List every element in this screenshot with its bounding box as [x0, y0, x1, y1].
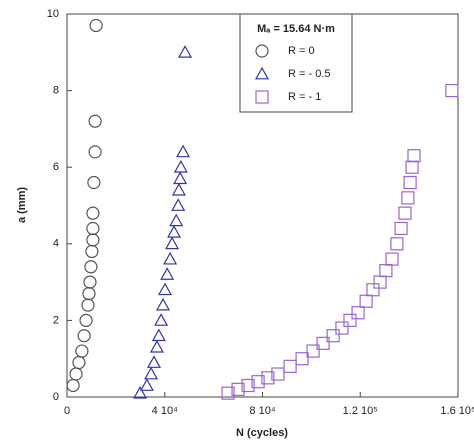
data-point [85, 244, 99, 259]
y-tick-label: 0 [53, 391, 59, 403]
data-point [169, 213, 184, 227]
x-tick-label: 8 10⁴ [249, 405, 275, 417]
data-point [82, 286, 96, 301]
data-point [154, 313, 169, 326]
legend-label: R = - 0.5 [288, 68, 331, 80]
legend-marker [255, 44, 269, 58]
data-point [81, 298, 95, 312]
data-point [173, 171, 188, 185]
data-point [394, 221, 408, 236]
data-point [390, 237, 404, 251]
data-point [343, 313, 357, 327]
data-point [295, 352, 309, 366]
data-point [139, 378, 154, 391]
data-point [88, 114, 102, 128]
data-point [69, 367, 83, 381]
x-tick-label: 1.2 10⁵ [343, 405, 378, 417]
data-point [165, 236, 180, 250]
data-point [241, 378, 255, 393]
data-point [149, 339, 164, 353]
y-tick-label: 8 [53, 85, 59, 97]
data-point [77, 329, 91, 343]
data-point [66, 378, 80, 393]
data-point [72, 355, 86, 370]
legend-label: R = 0 [288, 45, 315, 57]
data-point [373, 275, 387, 289]
legend-marker [255, 90, 269, 104]
data-point [403, 175, 417, 190]
data-point [398, 206, 412, 220]
data-point [366, 283, 380, 297]
data-point [401, 191, 415, 205]
data-point [156, 297, 171, 311]
data-point [251, 375, 265, 389]
data-point [283, 359, 297, 373]
data-point [407, 149, 421, 163]
data-point [86, 233, 100, 247]
data-point [157, 282, 173, 296]
x-tick-label: 4 10⁴ [152, 405, 178, 417]
data-point [231, 382, 245, 396]
data-point [316, 336, 330, 350]
data-point [163, 251, 178, 265]
data-point [146, 355, 162, 368]
data-point [359, 294, 373, 308]
y-tick-label: 6 [53, 161, 59, 173]
data-point [405, 160, 419, 174]
data-point [445, 83, 459, 98]
data-point [87, 175, 101, 190]
data-point [385, 252, 399, 266]
x-tick-label: 0 [64, 405, 70, 417]
data-point [151, 328, 166, 342]
data-point [84, 260, 98, 274]
data-point [133, 385, 148, 399]
x-axis-label: N (cycles) [236, 427, 288, 439]
data-point [160, 267, 175, 280]
data-point [351, 306, 365, 320]
data-point [176, 144, 191, 158]
data-point [261, 371, 275, 385]
data-point [171, 182, 186, 196]
data-point [167, 225, 182, 238]
data-point [89, 18, 103, 33]
data-point [335, 321, 349, 335]
data-point [271, 367, 285, 381]
data-point [88, 145, 102, 159]
data-point [83, 275, 97, 289]
legend-box [239, 13, 353, 113]
data-point [173, 159, 188, 173]
data-point [86, 206, 100, 220]
data-point [178, 45, 193, 58]
data-point [306, 344, 320, 358]
x-tick-label: 1.6 10⁵ [440, 405, 474, 417]
data-point [171, 198, 186, 211]
y-axis-label: a (mm) [16, 187, 28, 223]
data-point [86, 221, 100, 236]
y-tick-label: 10 [47, 8, 59, 20]
plot-frame [66, 13, 459, 398]
data-point [326, 329, 340, 343]
data-point [379, 264, 393, 278]
y-tick-label: 2 [53, 314, 59, 326]
y-tick-label: 4 [53, 238, 59, 250]
legend-title: Mₐ = 15.64 N·m [257, 23, 335, 35]
data-point [144, 366, 159, 380]
legend-marker [254, 66, 270, 80]
legend-label: R = - 1 [288, 91, 321, 103]
data-point [75, 344, 89, 358]
data-point [221, 386, 235, 400]
data-point [79, 313, 93, 327]
